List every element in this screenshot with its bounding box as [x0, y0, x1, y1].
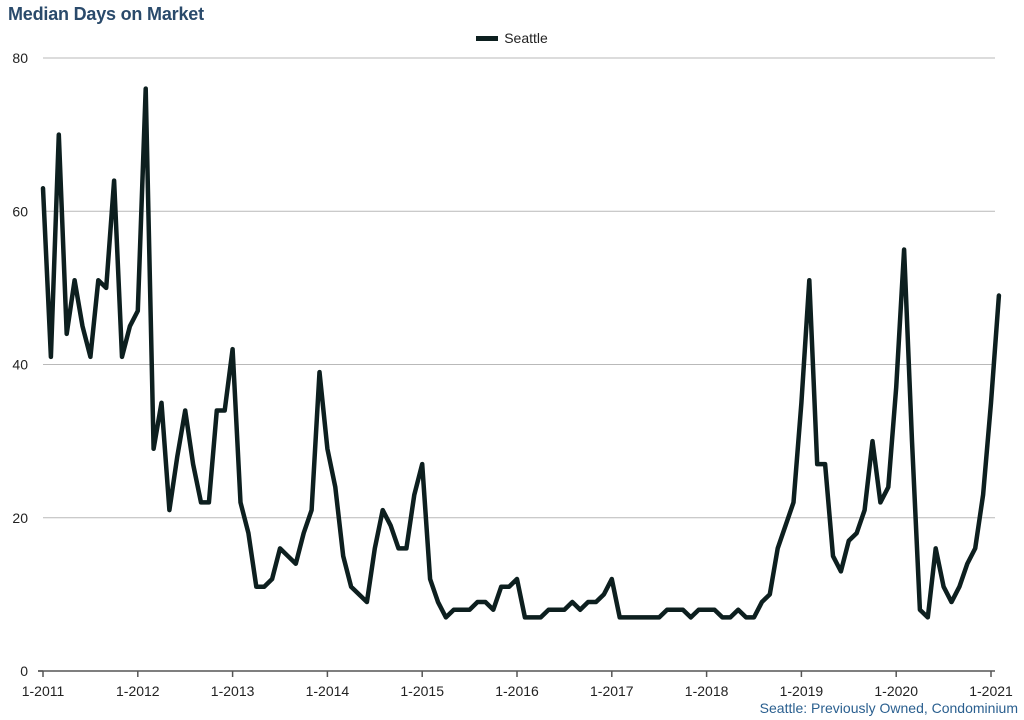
- chart-title: Median Days on Market: [8, 4, 204, 24]
- y-tick-label: 20: [12, 510, 28, 526]
- grid-layer: [43, 57, 995, 519]
- x-tick-label: 1-2015: [400, 683, 444, 699]
- y-tick-label: 0: [20, 663, 28, 679]
- x-tick-label: 1-2012: [116, 683, 160, 699]
- source-note: Seattle: Previously Owned, Condominium: [759, 700, 1018, 716]
- legend-swatch: [476, 35, 499, 41]
- y-tick-label: 80: [12, 50, 28, 66]
- x-tick-label: 1-2017: [590, 683, 634, 699]
- x-tick-label: 1-2019: [780, 683, 824, 699]
- x-tick-label: 1-2018: [685, 683, 729, 699]
- x-tick-label: 1-2013: [211, 683, 255, 699]
- x-tick-label: 1-2020: [874, 683, 918, 699]
- legend-label: Seattle: [504, 30, 548, 46]
- series-layer: [40, 86, 1002, 620]
- y-tick-label: 60: [12, 203, 28, 219]
- axis-layer: 0 20 40 60 80 1-2011 1-2012 1-2013 1-2014 1-2015 1…: [12, 50, 1013, 699]
- legend: Seattle: [0, 30, 1024, 46]
- x-tick-label: 1-2021: [969, 683, 1013, 699]
- x-tick-label: 1-2016: [495, 683, 539, 699]
- series-line-seattle: [40, 86, 1002, 620]
- x-tick-label: 1-2014: [306, 683, 350, 699]
- x-tick-label: 1-2011: [22, 683, 65, 699]
- y-tick-label: 40: [12, 357, 28, 373]
